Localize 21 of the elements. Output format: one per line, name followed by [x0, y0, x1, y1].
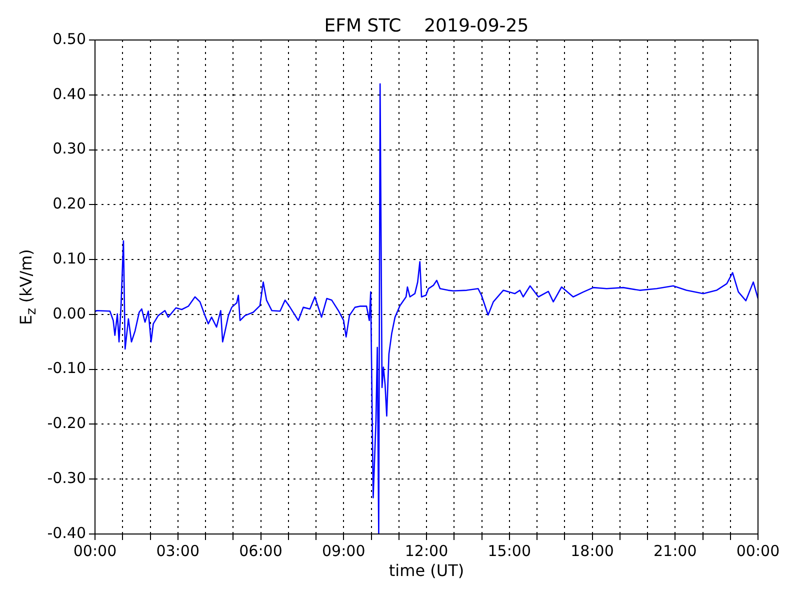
x-axis-title: time (UT): [388, 561, 464, 580]
y-tick-label: -0.40: [47, 524, 86, 542]
x-tick-label: 21:00: [654, 542, 697, 560]
x-tick-label: 00:00: [73, 542, 117, 560]
y-tick-label: 0.20: [52, 194, 86, 213]
y-tick-label: 0.10: [52, 249, 86, 268]
y-tick-label: -0.20: [47, 414, 86, 432]
y-tick-label: 0.40: [52, 84, 86, 103]
chart-title: EFM STC 2019-09-25: [324, 16, 529, 37]
y-tick-label: -0.10: [47, 359, 86, 378]
x-tick-label: 00:00: [736, 542, 780, 560]
x-tick-label: 18:00: [570, 542, 614, 560]
y-tick-label: -0.30: [47, 469, 86, 487]
x-tick-label: 06:00: [239, 542, 282, 560]
y-tick-label: 0.50: [52, 30, 86, 48]
y-tick-label: 0.30: [52, 140, 86, 158]
x-tick-label: 12:00: [404, 542, 448, 560]
x-tick-label: 15:00: [488, 542, 531, 560]
y-tick-label: 0.00: [52, 304, 86, 322]
x-tick-label: 09:00: [322, 542, 366, 560]
x-tick-label: 03:00: [156, 542, 200, 560]
